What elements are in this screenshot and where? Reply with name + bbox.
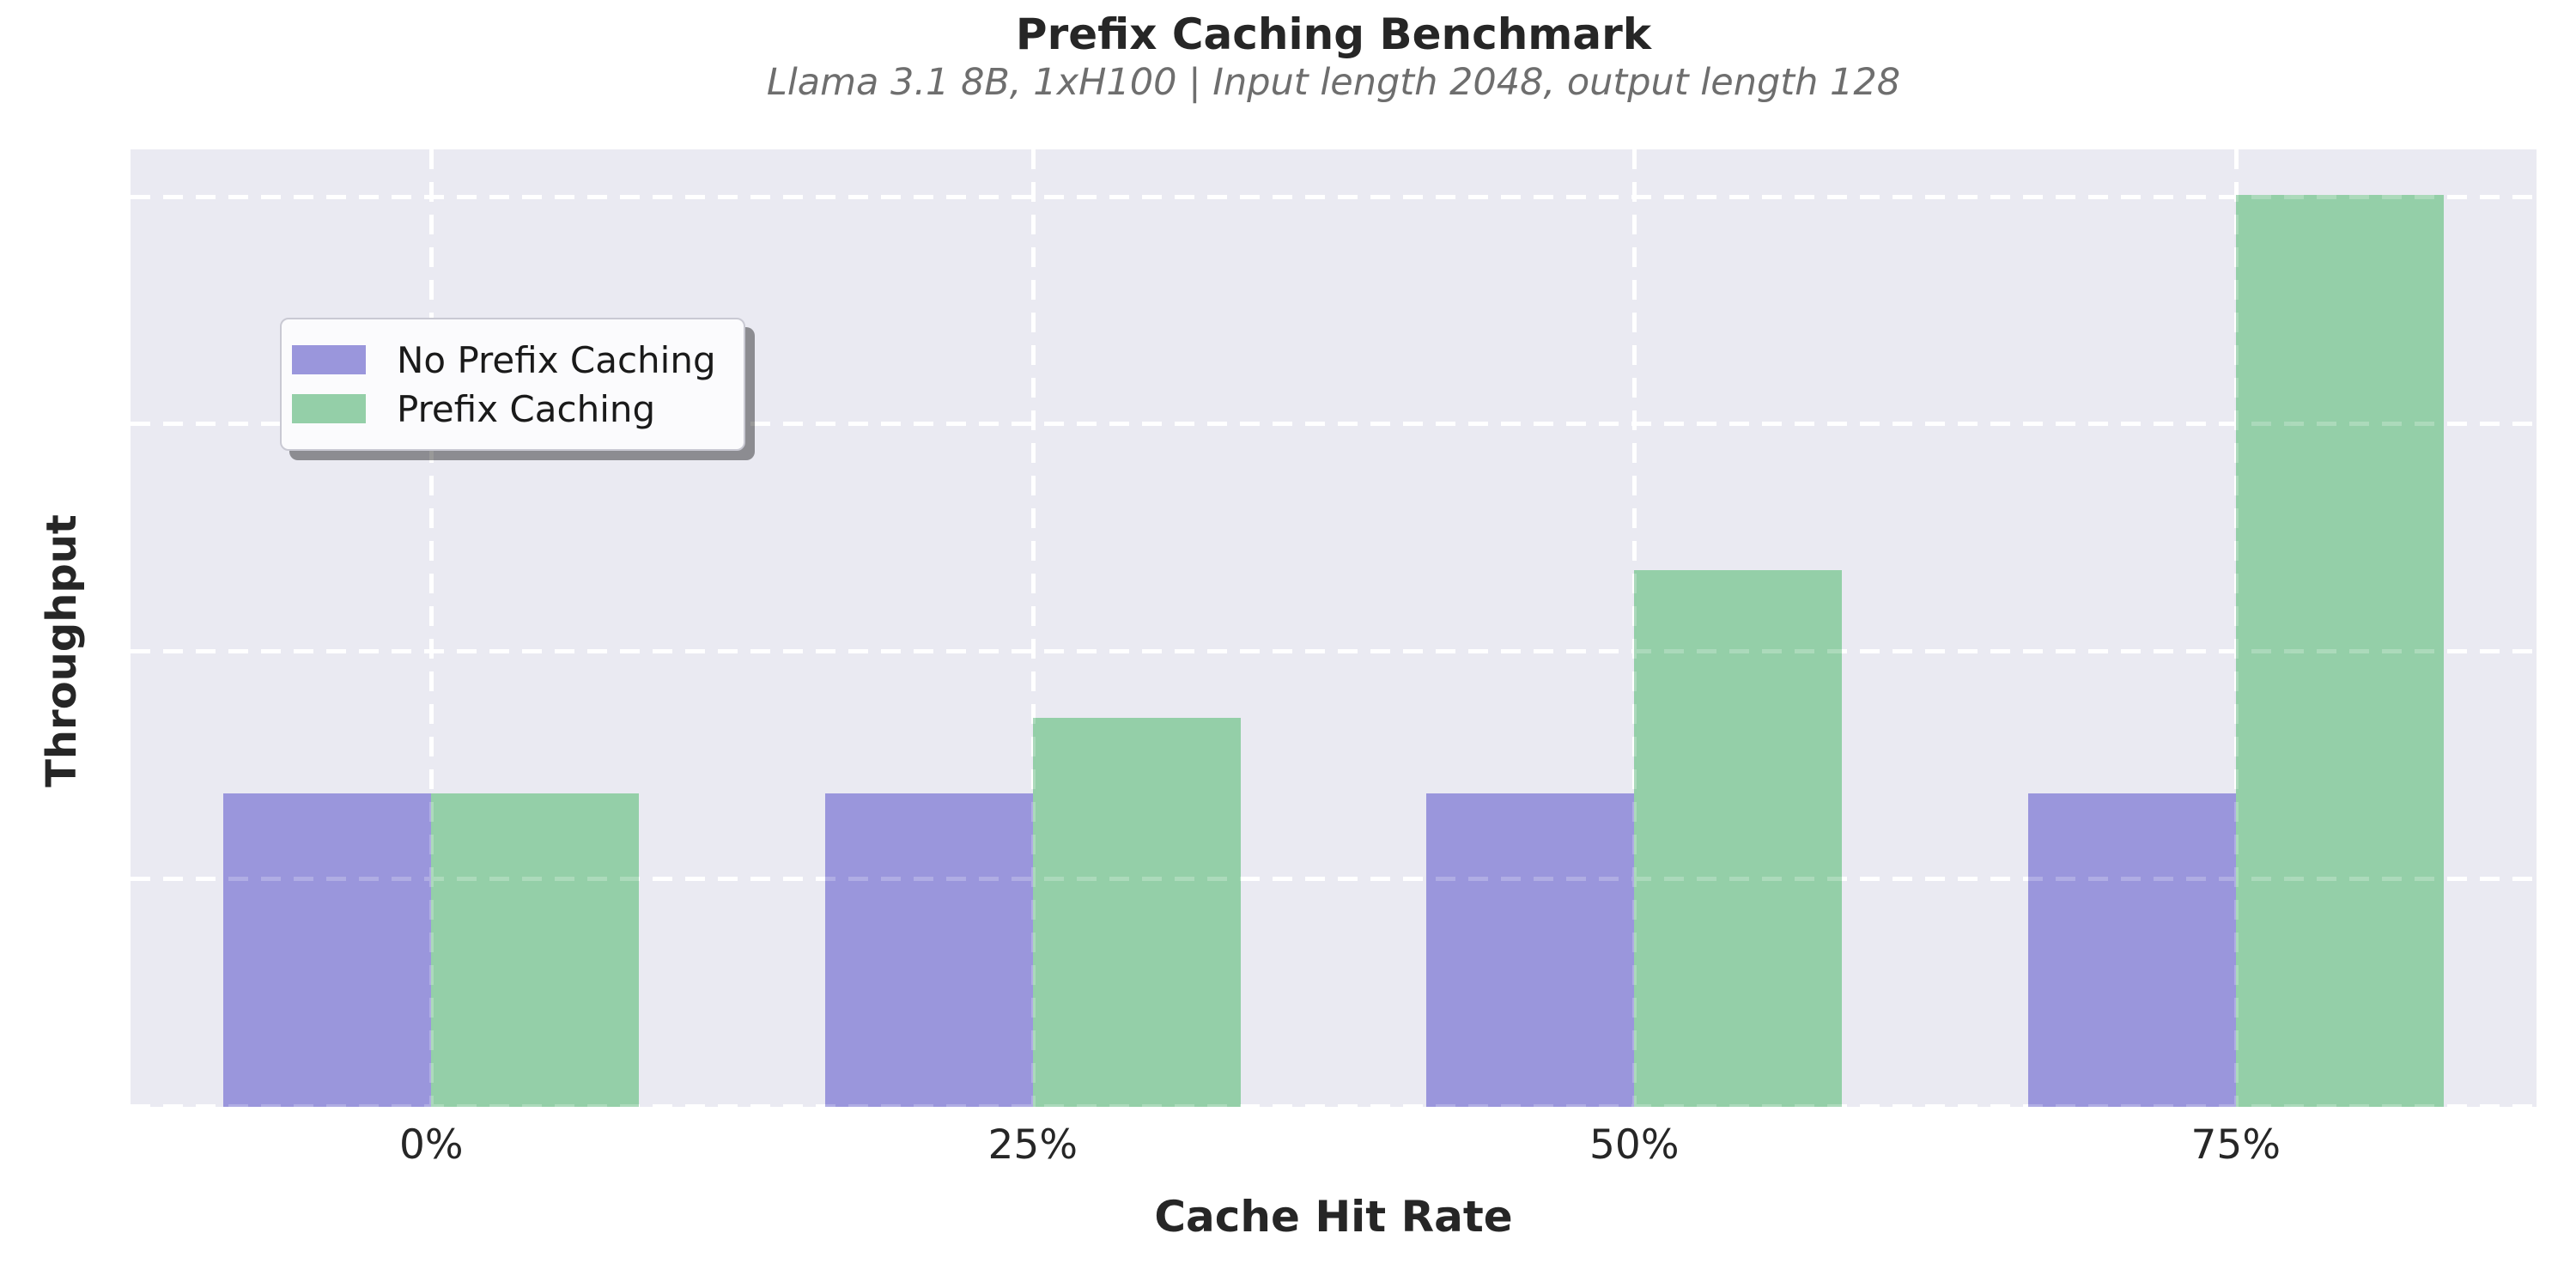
bar-no-prefix-caching-25% bbox=[824, 793, 1033, 1107]
chart-subtitle: Llama 3.1 8B, 1xH100 | Input length 2048… bbox=[766, 61, 1901, 104]
x-tick-label-75%: 75% bbox=[2190, 1121, 2281, 1169]
h-gridline-2 bbox=[131, 649, 2537, 654]
legend: No Prefix Caching Prefix Caching bbox=[280, 318, 745, 451]
legend-item-prefix-caching: Prefix Caching bbox=[292, 386, 716, 431]
h-gridline-3 bbox=[131, 422, 2537, 427]
legend-swatch-prefix-caching bbox=[292, 394, 366, 423]
bar-groups bbox=[131, 149, 2537, 1107]
bar-group-25% bbox=[732, 149, 1334, 1107]
h-gridline-0 bbox=[131, 1104, 2537, 1109]
bar-no-prefix-caching-75% bbox=[2027, 793, 2236, 1107]
x-tick-label-25%: 25% bbox=[987, 1121, 1078, 1169]
legend-label-prefix-caching: Prefix Caching bbox=[397, 387, 656, 430]
legend-label-no-prefix-caching: No Prefix Caching bbox=[397, 338, 716, 381]
bar-prefix-caching-50% bbox=[1634, 569, 1843, 1107]
bar-no-prefix-caching-0% bbox=[223, 793, 432, 1107]
bar-prefix-caching-0% bbox=[431, 793, 640, 1107]
legend-swatch-no-prefix-caching bbox=[292, 345, 366, 374]
legend-item-no-prefix-caching: No Prefix Caching bbox=[292, 337, 716, 382]
v-gridline-25% bbox=[1030, 149, 1036, 1107]
bar-group-75% bbox=[1935, 149, 2537, 1107]
bar-group-50% bbox=[1334, 149, 1935, 1107]
bar-no-prefix-caching-50% bbox=[1426, 793, 1635, 1107]
chart-header: Prefix Caching Benchmark Llama 3.1 8B, 1… bbox=[131, 9, 2537, 105]
x-axis-ticks: 0% 25% 50% 75% bbox=[131, 1121, 2537, 1169]
y-axis-label: Throughput bbox=[38, 514, 86, 787]
x-axis-label: Cache Hit Rate bbox=[1154, 1192, 1513, 1242]
bar-prefix-caching-75% bbox=[2235, 194, 2444, 1107]
h-gridline-1 bbox=[131, 877, 2537, 882]
v-gridline-0% bbox=[429, 149, 434, 1107]
x-tick-label-0%: 0% bbox=[398, 1121, 464, 1169]
bar-group-0% bbox=[131, 149, 732, 1107]
h-gridline-4 bbox=[131, 194, 2537, 199]
x-tick-label-50%: 50% bbox=[1589, 1121, 1680, 1169]
plot-area: No Prefix Caching Prefix Caching bbox=[131, 149, 2537, 1109]
bar-prefix-caching-25% bbox=[1032, 718, 1241, 1107]
chart-title: Prefix Caching Benchmark bbox=[1015, 9, 1652, 59]
